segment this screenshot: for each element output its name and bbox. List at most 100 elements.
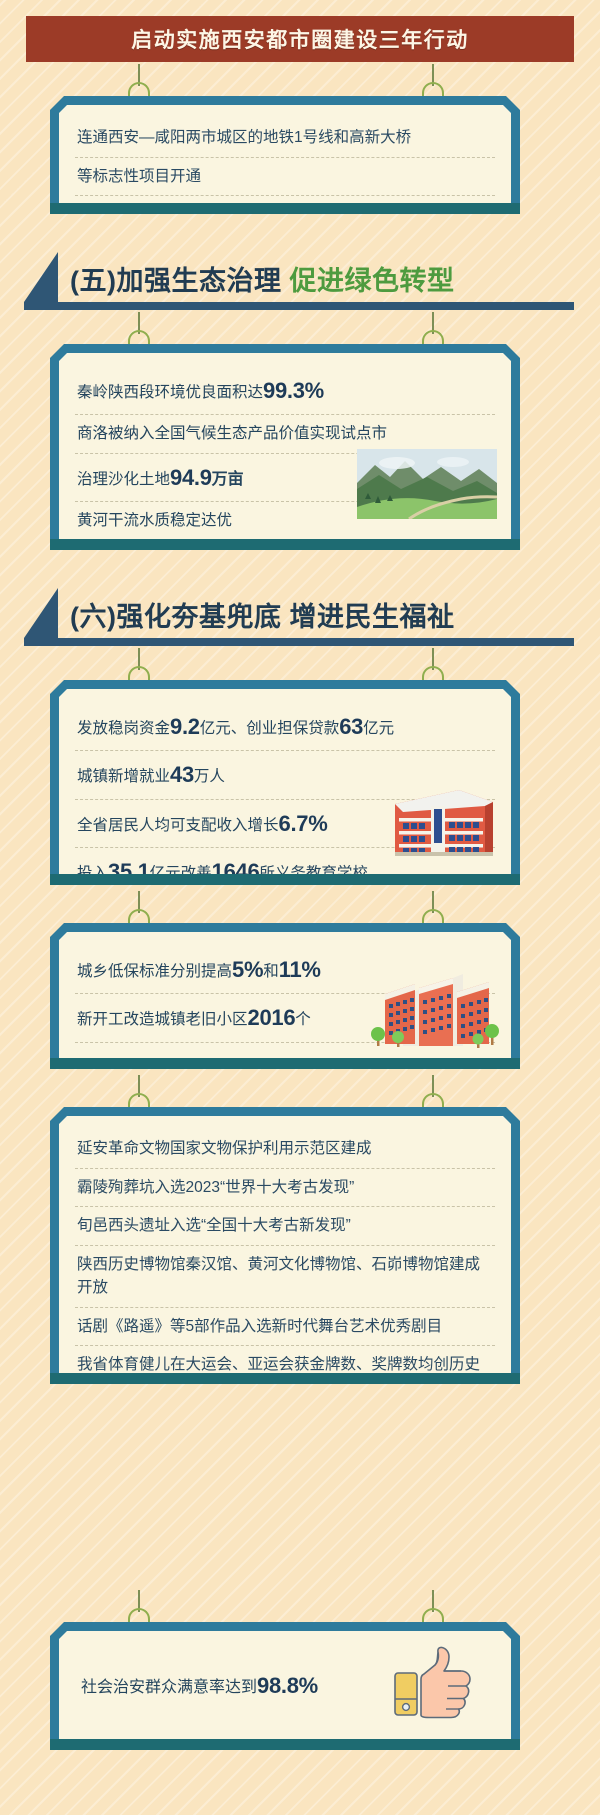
hook-wire <box>138 312 140 334</box>
section-title-ecology: (五)加强生态治理 促进绿色转型 <box>70 259 455 298</box>
list-item: 城镇新增就业43万人 <box>75 751 495 799</box>
section-prefix: (五) <box>70 266 117 296</box>
row-unit: 万户 <box>192 1059 224 1077</box>
metro-card[interactable]: 连通西安—咸阳两市城区的地铁1号线和高新大桥 等标志性项目开通 <box>50 96 520 214</box>
list-item: 陕西历史博物馆秦汉馆、黄河文化博物馆、石峁博物馆建成开放 <box>75 1246 495 1308</box>
card-rows: 社会治安群众满意率达到98.8% <box>75 1662 495 1709</box>
housing-card[interactable]: 城乡低保标准分别提高5%和11% 新开工改造城镇老旧小区2016个 惠及居民23… <box>50 923 520 1069</box>
section-bar <box>24 302 574 310</box>
row-text: 发放稳岗资金 <box>77 720 171 737</box>
section-prefix: (六) <box>70 602 117 632</box>
culture-card[interactable]: 延安革命文物国家文物保护利用示范区建成 霸陵殉葬坑入选2023“世界十大考古发现… <box>50 1107 520 1384</box>
card-hook-right <box>420 891 446 925</box>
row-number: 1646 <box>211 859 260 885</box>
section-part1: 加强生态治理 <box>116 266 282 296</box>
row-number: 94.9 <box>170 464 212 490</box>
ecology-card[interactable]: 秦岭陕西段环境优良面积达99.3% 商洛被纳入全国气候生态产品价值实现试点市 治… <box>50 344 520 550</box>
hook-arc <box>422 82 444 96</box>
card-hook-right <box>420 312 446 346</box>
hook-arc <box>128 909 150 923</box>
card-inner: 秦岭陕西段环境优良面积达99.3% 商洛被纳入全国气候生态产品价值实现试点市 治… <box>59 353 511 539</box>
list-item: 全省居民人均可支配收入增长6.7% <box>75 800 495 848</box>
row-text: 社会治安群众满意率达到 <box>81 1679 258 1697</box>
card-hook-left <box>126 312 152 346</box>
row-number: 9.2 <box>170 714 200 739</box>
row-text: 亿元、创业担保贷款 <box>199 720 340 737</box>
row-text: 城镇新增就业 <box>77 768 171 786</box>
page-title: 启动实施西安都市圈建设三年行动 <box>131 29 469 52</box>
list-item: 城乡低保标准分别提高5%和11% <box>75 946 495 994</box>
security-card[interactable]: 社会治安群众满意率达到98.8% <box>50 1622 520 1750</box>
hook-wire <box>432 1075 434 1097</box>
list-item: 等标志性项目开通 <box>75 158 495 197</box>
hook-wire <box>432 312 434 334</box>
row-number: 2016 <box>247 1005 296 1031</box>
hook-arc <box>422 330 444 344</box>
card-rows: 秦岭陕西段环境优良面积达99.3% 商洛被纳入全国气候生态产品价值实现试点市 治… <box>75 367 495 580</box>
list-item: 旬邑西头遗址入选“全国十大考古新发现” <box>75 1207 495 1246</box>
section-title-livelihood: (六)强化夯基兜底 增进民生福祉 <box>70 595 455 634</box>
hook-arc <box>128 1093 150 1107</box>
row-unit: 万人 <box>193 768 225 786</box>
section-part2: 增进民生福祉 <box>289 602 455 632</box>
hook-wire <box>138 64 140 86</box>
row-number: 6.7% <box>278 810 328 836</box>
card-inner: 城乡低保标准分别提高5%和11% 新开工改造城镇老旧小区2016个 惠及居民23… <box>59 932 511 1058</box>
hook-wire <box>432 1590 434 1612</box>
hook-arc <box>128 1608 150 1622</box>
row-text: 城乡低保标准分别提高 <box>77 963 233 980</box>
hook-arc <box>128 330 150 344</box>
hook-arc <box>128 82 150 96</box>
section-header-ecology: (五)加强生态治理 促进绿色转型 <box>24 248 576 310</box>
list-item: 治理沙化土地94.9万亩 <box>75 454 495 502</box>
row-unit: 个 <box>295 1011 311 1029</box>
row-text: 治理沙化土地 <box>77 470 171 488</box>
hook-arc <box>422 1093 444 1107</box>
section-wedge-icon <box>24 588 58 638</box>
hook-arc <box>422 666 444 680</box>
list-item: 黄河干流水质稳定达优 <box>75 502 495 541</box>
row-number: 43 <box>170 762 194 788</box>
hook-arc <box>128 666 150 680</box>
card-hook-right <box>420 64 446 98</box>
hook-wire <box>432 64 434 86</box>
row-number: 5% <box>232 957 264 982</box>
hook-wire <box>138 1590 140 1612</box>
row-text: 商洛被纳入全国气候生态产品价值实现试点市 <box>77 425 388 443</box>
card-rows: 连通西安—咸阳两市城区的地铁1号线和高新大桥 等标志性项目开通 <box>75 119 495 196</box>
list-item: 秦岭陕西段环境优良面积达99.3% <box>75 367 495 415</box>
card-hook-left <box>126 64 152 98</box>
row-number: 63 <box>339 714 364 739</box>
section-part2: 促进绿色转型 <box>289 266 455 296</box>
hook-arc <box>422 909 444 923</box>
section-bar <box>24 638 574 646</box>
card-hook-right <box>420 1590 446 1624</box>
row-text: 亿元改善 <box>149 865 212 883</box>
list-item: 新开工改造城镇老旧小区2016个 <box>75 994 495 1042</box>
list-item: 霸陵殉葬坑入选2023“世界十大考古发现” <box>75 1169 495 1208</box>
row-text: 黄河干流水质稳定达优 <box>77 512 233 530</box>
row-number: 99.3% <box>263 378 324 403</box>
section-wedge-icon <box>24 252 58 302</box>
page-title-banner: 启动实施西安都市圈建设三年行动 <box>26 16 574 62</box>
list-item: 社会治安群众满意率达到98.8% <box>75 1662 495 1709</box>
card-inner: 连通西安—咸阳两市城区的地铁1号线和高新大桥 等标志性项目开通 <box>59 105 511 203</box>
livelihood-card[interactable]: 发放稳岗资金9.2亿元、创业担保贷款63亿元 城镇新增就业43万人 全省居民人均… <box>50 680 520 885</box>
hook-wire <box>432 648 434 670</box>
row-text: 和 <box>263 963 279 980</box>
section-header-livelihood: (六)强化夯基兜底 增进民生福祉 <box>24 584 576 646</box>
list-item: 汉丹江出省断面水质稳定保持在Ⅱ类 <box>75 541 495 580</box>
row-text: 全省居民人均可支配收入增长 <box>77 816 279 834</box>
hook-wire <box>138 891 140 913</box>
row-unit: 万亩 <box>211 470 244 488</box>
card-inner: 社会治安群众满意率达到98.8% <box>59 1631 511 1739</box>
row-number: 35.1 <box>108 859 150 885</box>
section-part1: 强化夯基兜底 <box>116 602 282 632</box>
list-item: 商洛被纳入全国气候生态产品价值实现试点市 <box>75 415 495 454</box>
row-text: 新开工改造城镇老旧小区 <box>77 1011 248 1029</box>
card-inner: 发放稳岗资金9.2亿元、创业担保贷款63亿元 城镇新增就业43万人 全省居民人均… <box>59 689 511 874</box>
list-item: 延安革命文物国家文物保护利用示范区建成 <box>75 1130 495 1169</box>
row-number: 98.8% <box>257 1673 318 1699</box>
card-hook-left <box>126 648 152 682</box>
list-item: 发放稳岗资金9.2亿元、创业担保贷款63亿元 <box>75 703 495 751</box>
